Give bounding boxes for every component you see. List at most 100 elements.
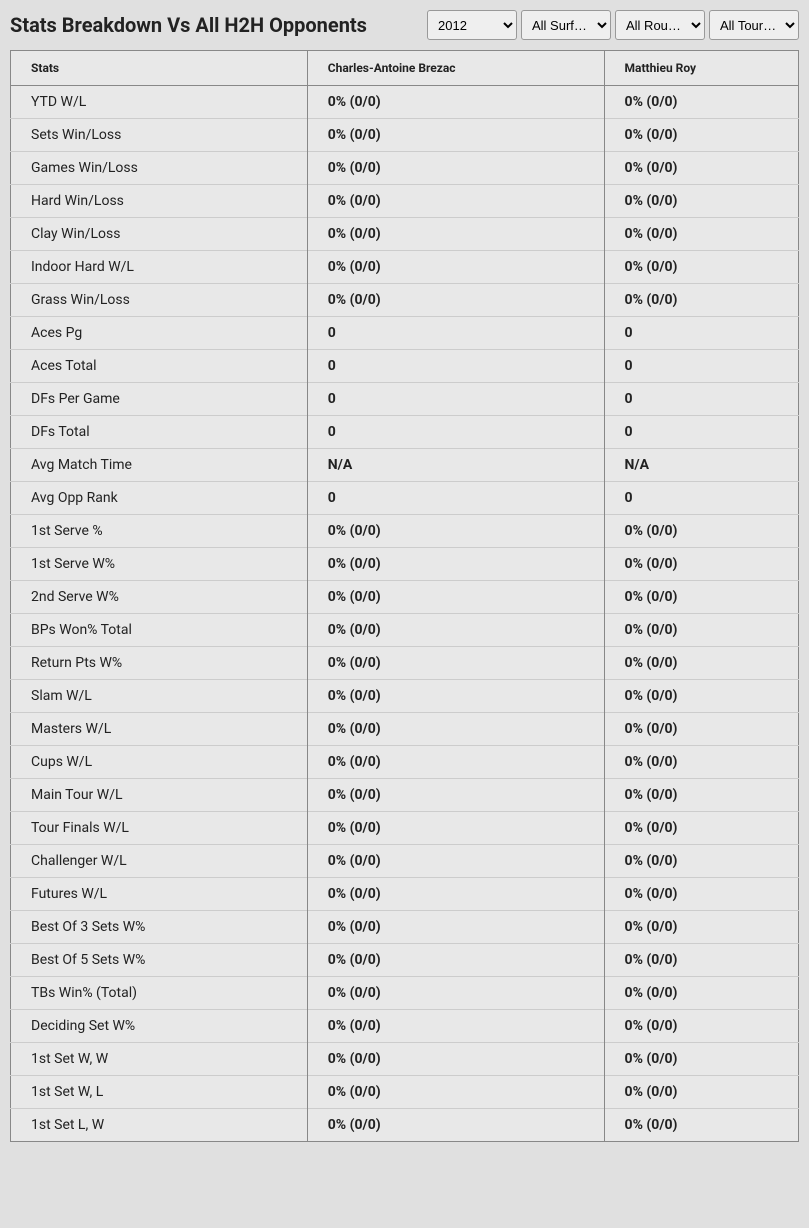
header-player1: Charles-Antoine Brezac	[307, 51, 604, 86]
player1-value: 0% (0/0)	[307, 284, 604, 317]
stat-label: Return Pts W%	[11, 647, 308, 680]
stat-label: Grass Win/Loss	[11, 284, 308, 317]
stat-label: Avg Opp Rank	[11, 482, 308, 515]
player2-value: 0% (0/0)	[604, 1010, 798, 1043]
player1-value: 0	[307, 482, 604, 515]
stat-label: DFs Total	[11, 416, 308, 449]
player2-value: 0% (0/0)	[604, 746, 798, 779]
player2-value: 0% (0/0)	[604, 713, 798, 746]
table-row: Return Pts W%0% (0/0)0% (0/0)	[11, 647, 799, 680]
tour-filter[interactable]: All Tour…	[709, 10, 799, 40]
stat-label: 2nd Serve W%	[11, 581, 308, 614]
stat-label: Challenger W/L	[11, 845, 308, 878]
stat-label: Avg Match Time	[11, 449, 308, 482]
player1-value: 0% (0/0)	[307, 944, 604, 977]
player2-value: 0% (0/0)	[604, 251, 798, 284]
table-row: BPs Won% Total0% (0/0)0% (0/0)	[11, 614, 799, 647]
player1-value: 0% (0/0)	[307, 185, 604, 218]
player2-value: 0% (0/0)	[604, 911, 798, 944]
stat-label: YTD W/L	[11, 86, 308, 119]
header-player2: Matthieu Roy	[604, 51, 798, 86]
stat-label: TBs Win% (Total)	[11, 977, 308, 1010]
table-row: 1st Serve %0% (0/0)0% (0/0)	[11, 515, 799, 548]
player2-value: 0	[604, 350, 798, 383]
stat-label: Best Of 5 Sets W%	[11, 944, 308, 977]
stat-label: Indoor Hard W/L	[11, 251, 308, 284]
player1-value: 0% (0/0)	[307, 119, 604, 152]
surface-filter[interactable]: All Surf…	[521, 10, 611, 40]
table-row: YTD W/L0% (0/0)0% (0/0)	[11, 86, 799, 119]
stat-label: 1st Serve W%	[11, 548, 308, 581]
stat-label: Clay Win/Loss	[11, 218, 308, 251]
year-filter[interactable]: 2012	[427, 10, 517, 40]
player1-value: 0% (0/0)	[307, 647, 604, 680]
stat-label: Aces Pg	[11, 317, 308, 350]
player2-value: 0% (0/0)	[604, 1109, 798, 1142]
table-row: Tour Finals W/L0% (0/0)0% (0/0)	[11, 812, 799, 845]
stat-label: Deciding Set W%	[11, 1010, 308, 1043]
table-row: Best Of 3 Sets W%0% (0/0)0% (0/0)	[11, 911, 799, 944]
stat-label: 1st Set W, L	[11, 1076, 308, 1109]
stat-label: Sets Win/Loss	[11, 119, 308, 152]
player1-value: 0	[307, 317, 604, 350]
stat-label: 1st Serve %	[11, 515, 308, 548]
stat-label: 1st Set W, W	[11, 1043, 308, 1076]
player1-value: 0% (0/0)	[307, 680, 604, 713]
player2-value: 0% (0/0)	[604, 647, 798, 680]
player2-value: 0% (0/0)	[604, 119, 798, 152]
player1-value: 0% (0/0)	[307, 746, 604, 779]
stats-table: Stats Charles-Antoine Brezac Matthieu Ro…	[10, 50, 799, 1142]
player2-value: 0	[604, 416, 798, 449]
table-row: Masters W/L0% (0/0)0% (0/0)	[11, 713, 799, 746]
table-row: Best Of 5 Sets W%0% (0/0)0% (0/0)	[11, 944, 799, 977]
table-row: 1st Serve W%0% (0/0)0% (0/0)	[11, 548, 799, 581]
stat-label: Slam W/L	[11, 680, 308, 713]
stat-label: Hard Win/Loss	[11, 185, 308, 218]
player2-value: 0	[604, 383, 798, 416]
player1-value: 0% (0/0)	[307, 977, 604, 1010]
player2-value: 0% (0/0)	[604, 614, 798, 647]
table-row: 2nd Serve W%0% (0/0)0% (0/0)	[11, 581, 799, 614]
player1-value: 0% (0/0)	[307, 614, 604, 647]
player1-value: 0% (0/0)	[307, 1076, 604, 1109]
player2-value: 0	[604, 482, 798, 515]
table-row: Hard Win/Loss0% (0/0)0% (0/0)	[11, 185, 799, 218]
player1-value: 0% (0/0)	[307, 1010, 604, 1043]
stat-label: DFs Per Game	[11, 383, 308, 416]
player2-value: 0% (0/0)	[604, 185, 798, 218]
stat-label: Futures W/L	[11, 878, 308, 911]
player2-value: 0% (0/0)	[604, 1043, 798, 1076]
player1-value: N/A	[307, 449, 604, 482]
stat-label: BPs Won% Total	[11, 614, 308, 647]
table-row: TBs Win% (Total)0% (0/0)0% (0/0)	[11, 977, 799, 1010]
player2-value: 0% (0/0)	[604, 1076, 798, 1109]
player2-value: 0% (0/0)	[604, 548, 798, 581]
stat-label: Best Of 3 Sets W%	[11, 911, 308, 944]
player2-value: 0% (0/0)	[604, 152, 798, 185]
table-row: Games Win/Loss0% (0/0)0% (0/0)	[11, 152, 799, 185]
player1-value: 0	[307, 416, 604, 449]
stat-label: 1st Set L, W	[11, 1109, 308, 1142]
table-row: 1st Set W, W0% (0/0)0% (0/0)	[11, 1043, 799, 1076]
player1-value: 0	[307, 383, 604, 416]
player1-value: 0% (0/0)	[307, 218, 604, 251]
player1-value: 0	[307, 350, 604, 383]
player1-value: 0% (0/0)	[307, 581, 604, 614]
round-filter[interactable]: All Rou…	[615, 10, 705, 40]
table-row: Grass Win/Loss0% (0/0)0% (0/0)	[11, 284, 799, 317]
table-row: Indoor Hard W/L0% (0/0)0% (0/0)	[11, 251, 799, 284]
player1-value: 0% (0/0)	[307, 878, 604, 911]
player1-value: 0% (0/0)	[307, 152, 604, 185]
player1-value: 0% (0/0)	[307, 86, 604, 119]
stat-label: Main Tour W/L	[11, 779, 308, 812]
table-row: DFs Total00	[11, 416, 799, 449]
table-row: Avg Opp Rank00	[11, 482, 799, 515]
player2-value: 0% (0/0)	[604, 515, 798, 548]
page-title: Stats Breakdown Vs All H2H Opponents	[10, 13, 367, 37]
table-header-row: Stats Charles-Antoine Brezac Matthieu Ro…	[11, 51, 799, 86]
player2-value: 0% (0/0)	[604, 284, 798, 317]
table-row: Deciding Set W%0% (0/0)0% (0/0)	[11, 1010, 799, 1043]
table-row: 1st Set W, L0% (0/0)0% (0/0)	[11, 1076, 799, 1109]
player2-value: 0% (0/0)	[604, 581, 798, 614]
stat-label: Aces Total	[11, 350, 308, 383]
